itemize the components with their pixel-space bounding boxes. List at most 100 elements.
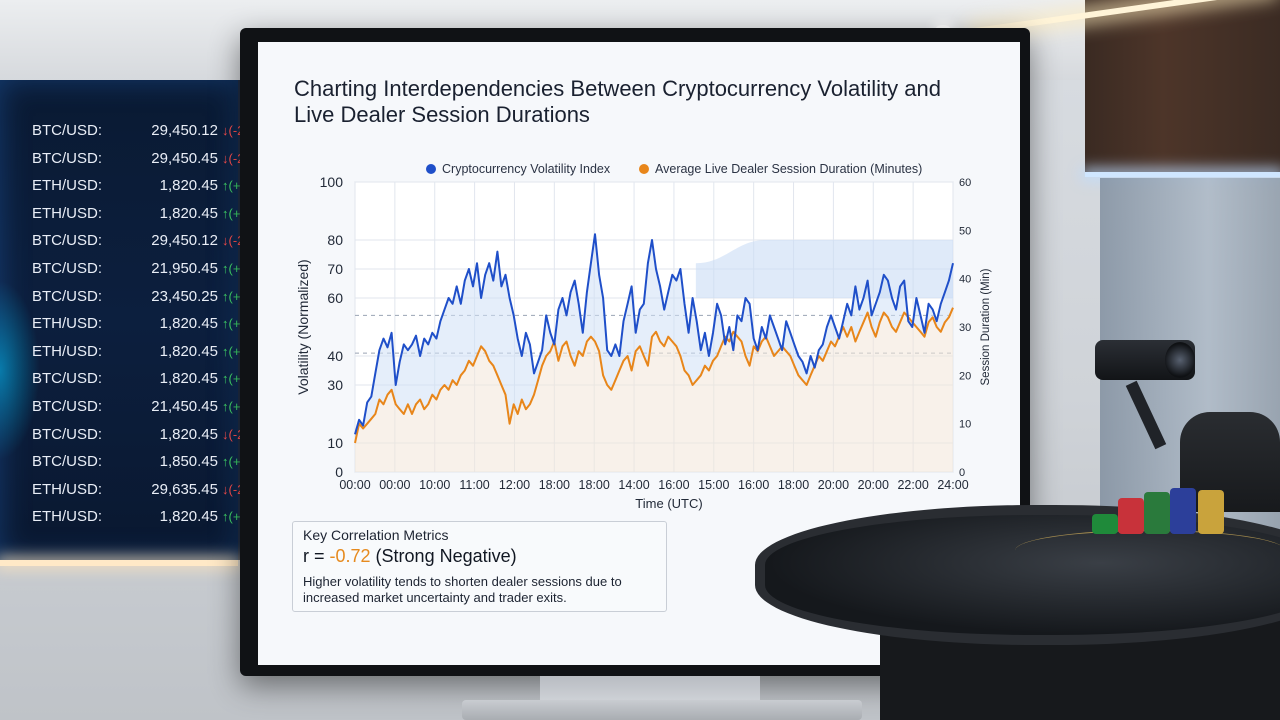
x-tick-label: 11:00 [459,478,489,492]
chart-title-line-1: Charting Interdependencies Between Crypt… [294,76,941,101]
ticker-row: BTC/USD:1,820.45↑(+1.1%) [32,366,274,392]
ticker-row: BTC/USD:21,950.45↑(+1.3%) [32,256,274,282]
y-tick-label-left: 30 [327,377,343,393]
y-axis-label-right: Session Duration (Min) [980,268,992,385]
x-tick-label: 18:00 [539,478,570,492]
x-tick-label: 14:00 [618,478,649,492]
ticker-price: 29,450.45 [151,149,218,167]
ticker-pair: ETH/USD: [32,315,103,333]
correlation-coefficient: r = -0.72 (Strong Negative) [303,546,517,567]
chip-stack-blue [1170,488,1196,534]
y-tick-label-right: 40 [959,274,971,286]
x-tick-label: 18:00 [579,478,610,492]
ticker-price: 1,820.45 [159,370,218,388]
ticker-pair: ETH/USD: [32,342,103,360]
chip-stack-gold [1198,490,1224,534]
ticker-pair: BTC/USD: [32,398,103,415]
ticker-pair: BTC/USD: [32,370,103,388]
x-tick-label: 12:00 [499,478,530,492]
ticker-price: 29,450.12 [151,232,218,250]
ticker-pair: BTC/USD: [32,149,103,167]
x-tick-label: 15:00 [698,478,729,492]
ticker-price: 1,820.45 [159,177,218,195]
legend-label-duration: Average Live Dealer Session Duration (Mi… [655,162,923,176]
y-tick-label-left: 70 [327,261,343,277]
ticker-pair: BTC/USD: [32,425,103,443]
ticker-price: 1,820.45 [159,425,218,443]
x-tick-label: 16:00 [738,478,769,492]
x-tick-label: 00:00 [379,478,410,492]
y-tick-label-right: 60 [959,177,971,189]
ticker-price: 1,820.45 [159,342,218,360]
ticker-price: 23,450.25 [151,287,218,305]
legend-dot-volatility [426,164,436,174]
chart-title: Charting Interdependencies Between Crypt… [294,76,994,128]
ticker-price: 21,950.45 [151,260,218,277]
area-fill-duration [355,307,953,472]
chip-stack-red [1118,498,1144,534]
ticker-row: BTC/USD:1,850.45↑(+1.1%) [32,449,274,475]
ticker-row: BTC/USD:29,450.12↓(-2.3%) [32,228,271,254]
ticker-price: 1,850.45 [159,453,218,471]
y-tick-label-right: 0 [959,467,965,479]
legend-item-volatility: Cryptocurrency Volatility Index [426,162,610,176]
ticker-pair: BTC/USD: [32,287,103,305]
camera-lens-icon [1165,342,1195,378]
ticker-pair: BTC/USD: [32,122,103,139]
r-prefix: r = [303,546,330,566]
table-felt-line [1015,530,1280,571]
ticker-glow [0,280,40,460]
x-tick-label: 20:00 [858,478,889,492]
x-tick-label: 18:00 [778,478,809,492]
series-line-duration [354,307,954,444]
ticker-price: 21,450.45 [151,398,218,415]
ticker-row: ETH/USD:1,820.45↑(+1.1%) [32,173,274,199]
r-value: -0.72 [329,546,371,566]
x-tick-label: 24:00 [937,478,968,492]
metrics-title: Key Correlation Metrics [303,527,449,543]
wood-wall-panel [1085,0,1280,175]
ticker-row: BTC/USD:29,450.12↓(-2.3%) [32,118,271,144]
chart-title-line-2: Live Dealer Session Durations [294,102,590,127]
x-tick-label: 00:00 [339,478,370,492]
ticker-pair: ETH/USD: [32,480,103,498]
ticker-pair: BTC/USD: [32,453,103,471]
chair [1180,412,1280,512]
y-tick-label-left: 80 [327,232,343,248]
ticker-pair: ETH/USD: [32,177,103,195]
ticker-row: BTC/USD:21,450.45↑(+2.3%) [32,394,274,420]
series-line-volatility [354,233,954,435]
ticker-row: ETH/USD:29,635.45↓(-2.3%) [32,477,271,503]
ticker-row: ETH/USD:1,820.45↑(+1.1%) [32,311,274,337]
ticker-row: ETH/USD:1,820.45↑(+1.1%) [32,504,274,530]
correlation-metrics-box: Key Correlation Metrics r = -0.72 (Stron… [292,521,667,612]
y-tick-label-right: 20 [959,370,971,382]
floor-light-strip [0,560,238,566]
wall-light-strip [1085,172,1280,177]
y-tick-label-left: 100 [320,174,344,190]
monitor-stand-base [462,700,862,720]
ticker-price: 1,820.45 [159,315,218,333]
x-tick-label: 16:00 [658,478,689,492]
ticker-price: 29,635.45 [151,480,218,498]
chip-stack-green [1092,514,1118,534]
poker-chips [1092,488,1232,534]
y-tick-label-left: 0 [335,464,343,480]
y-tick-label-left: 10 [327,435,343,451]
ticker-price: 1,820.45 [159,204,218,222]
y-tick-label-right: 10 [959,419,971,431]
ticker-row: BTC/USD:1,820.45↓(-2.3%) [32,422,271,448]
r-label: (Strong Negative) [370,546,517,566]
ticker-pair: BTC/USD: [32,260,103,277]
legend-dot-duration [639,164,649,174]
ticker-pair: ETH/USD: [32,508,103,526]
legend-item-duration: Average Live Dealer Session Duration (Mi… [639,162,922,176]
x-tick-label: 22:00 [897,478,928,492]
legend-label-volatility: Cryptocurrency Volatility Index [442,162,611,176]
ticker-pair: ETH/USD: [32,204,103,222]
line-chart: 0 10 30 40 60 70 80 100 0 10 20 30 40 50 60 00:00 00:00 1… [295,174,992,511]
x-tick-label: 10:00 [419,478,450,492]
metrics-description: Higher volatility tends to shorten deale… [303,574,622,605]
ticker-row: ETH/USD:1,820.45↑(+1.1%) [32,201,274,227]
ticker-row: BTC/USD:23,450.25↑(+1.1%) [32,284,274,310]
